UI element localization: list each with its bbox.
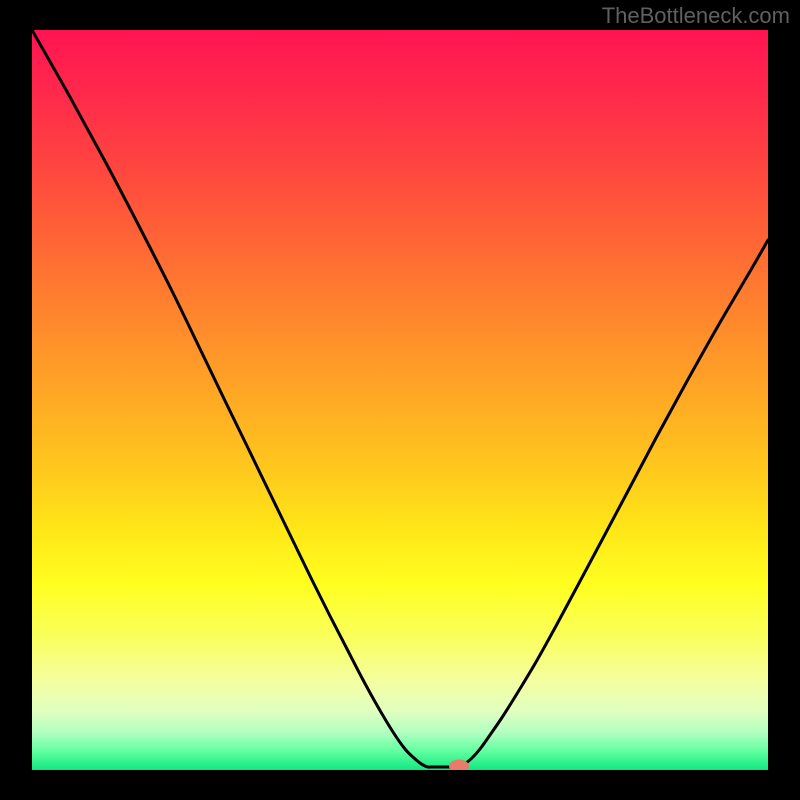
watermark-text: TheBottleneck.com xyxy=(602,3,790,29)
optimal-marker xyxy=(449,760,469,773)
chart-svg xyxy=(0,0,800,800)
chart-canvas: TheBottleneck.com xyxy=(0,0,800,800)
plot-background xyxy=(32,30,768,770)
